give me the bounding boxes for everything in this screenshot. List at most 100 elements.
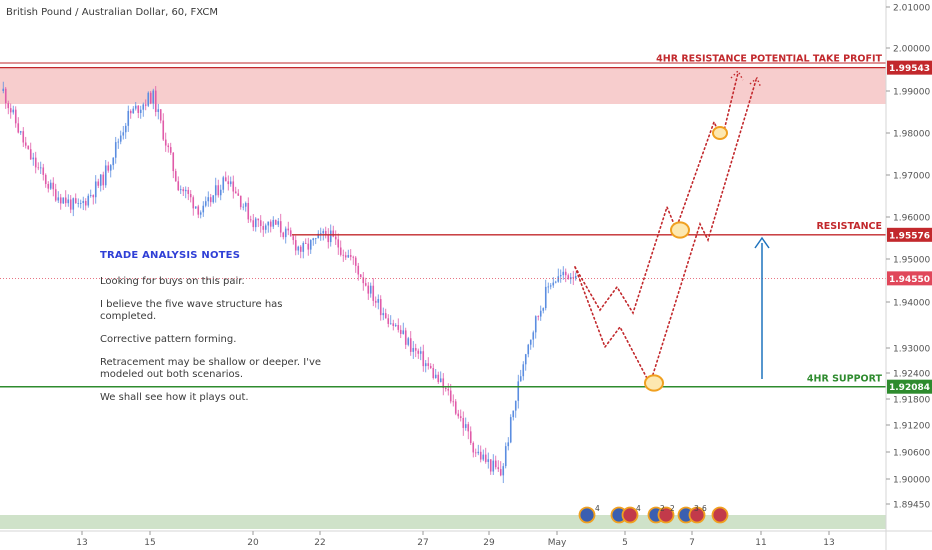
candle — [514, 400, 517, 411]
x-tick-label: 29 — [483, 538, 495, 548]
candle — [139, 109, 142, 113]
y-tick-label: 1.96000 — [893, 214, 930, 224]
candle — [2, 88, 5, 91]
candle — [527, 344, 530, 355]
candle — [549, 285, 552, 287]
candle — [17, 123, 20, 133]
time-axis[interactable]: 13 15 20 22 27 29 May 5 7 11 13 — [76, 531, 835, 548]
candle — [479, 451, 482, 460]
projection-shallow-head — [730, 69, 744, 81]
bottom-support-zone — [0, 515, 886, 529]
wave-marker — [670, 221, 690, 239]
candle — [277, 221, 280, 225]
candle — [489, 459, 492, 472]
candle — [237, 193, 240, 196]
candle — [194, 206, 197, 209]
candle — [249, 219, 252, 221]
candle — [189, 193, 192, 198]
calendar-event-icon[interactable] — [711, 506, 729, 524]
candle — [59, 197, 62, 204]
calendar-event-icon[interactable] — [657, 506, 675, 524]
candle — [397, 324, 400, 330]
candle — [449, 390, 452, 402]
candle — [257, 218, 260, 221]
y-tick-label: 1.98000 — [893, 130, 930, 140]
candle — [364, 283, 367, 286]
y-tick-label: 1.89450 — [893, 501, 930, 511]
candle — [112, 157, 115, 166]
candle — [384, 313, 387, 319]
calendar-event-icon[interactable] — [578, 506, 596, 524]
candle — [434, 374, 437, 379]
note-line-3: Corrective pattern forming. — [100, 334, 237, 345]
support-label: 4HR SUPPORT — [807, 374, 883, 385]
candle — [157, 109, 160, 112]
candle — [487, 459, 490, 462]
candle — [482, 454, 485, 460]
candle — [319, 233, 322, 235]
y-tick-label: 1.91200 — [893, 422, 930, 432]
candle — [339, 247, 342, 255]
candle — [287, 228, 290, 231]
candle — [142, 104, 145, 110]
candle — [334, 236, 337, 240]
candle — [104, 165, 107, 186]
y-tick-label: 1.97000 — [893, 172, 930, 182]
candle — [47, 183, 50, 189]
candle — [239, 195, 242, 208]
x-tick-label: 5 — [622, 538, 628, 548]
candle — [394, 324, 397, 326]
event-count-label: 6 — [702, 504, 707, 513]
candle — [574, 276, 577, 279]
candle — [229, 181, 232, 185]
target-arrow-head — [754, 236, 770, 249]
candle — [504, 446, 507, 467]
candle — [494, 460, 497, 468]
y-tick-label: 1.94000 — [893, 299, 930, 309]
candle — [329, 230, 332, 243]
candle — [162, 120, 165, 140]
x-tick-label: 20 — [247, 538, 259, 548]
levels-layer: 4HR RESISTANCE POTENTIAL TAKE PROFIT RESI… — [0, 54, 886, 388]
candle — [427, 363, 430, 366]
candle — [62, 197, 65, 204]
candle — [74, 198, 77, 204]
candle — [224, 177, 227, 182]
price-tag-label: 1.94550 — [889, 275, 930, 285]
candle — [167, 145, 170, 148]
candle — [562, 271, 565, 276]
candle — [192, 197, 195, 209]
candle — [172, 152, 175, 172]
candles-layer — [2, 81, 577, 484]
candle — [164, 139, 167, 146]
candle — [444, 387, 447, 389]
candle — [134, 105, 137, 109]
calendar-event-icon[interactable] — [621, 506, 639, 524]
candle — [302, 243, 305, 252]
candle — [14, 109, 17, 124]
candle — [467, 424, 470, 432]
candle — [354, 257, 357, 266]
candle — [122, 132, 125, 136]
candle — [512, 410, 515, 418]
wave-marker — [644, 374, 664, 392]
price-tag — [887, 379, 932, 394]
candle — [9, 108, 12, 113]
candle — [554, 281, 557, 283]
candle — [79, 203, 82, 204]
candle — [94, 181, 97, 198]
calendar-event-icon[interactable] — [688, 506, 706, 524]
candle — [137, 105, 140, 113]
price-axis[interactable]: 2.01000 2.00000 1.99000 1.98000 1.97000 1.960… — [886, 4, 932, 511]
candle — [464, 424, 467, 428]
candle — [117, 141, 120, 143]
candle — [442, 378, 445, 388]
candle — [159, 109, 162, 121]
candle — [7, 103, 10, 109]
candle — [359, 274, 362, 278]
candle — [54, 189, 57, 201]
candle — [469, 431, 472, 443]
candle — [204, 201, 207, 206]
candle — [107, 165, 110, 171]
